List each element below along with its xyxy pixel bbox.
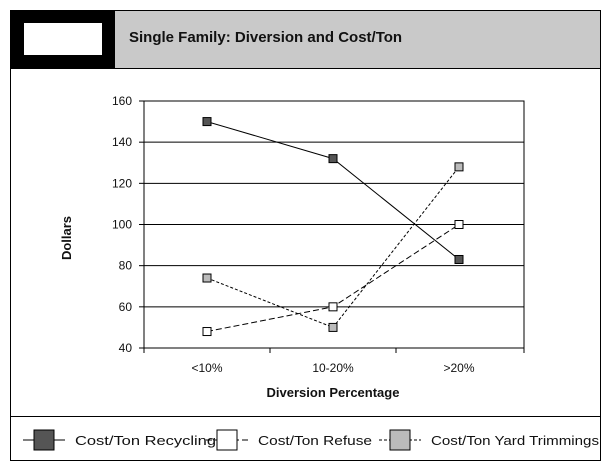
data-point bbox=[328, 154, 338, 164]
legend-swatch bbox=[389, 429, 411, 451]
data-point bbox=[328, 302, 338, 312]
y-tick-label: 40 bbox=[119, 341, 133, 355]
x-tick-label: <10% bbox=[191, 361, 222, 375]
legend-swatch bbox=[216, 429, 238, 451]
y-tick-label: 140 bbox=[112, 135, 132, 149]
legend-label: Cost/Ton Recycling bbox=[75, 434, 216, 448]
header-gray-band bbox=[115, 11, 600, 68]
data-point bbox=[328, 322, 338, 332]
x-axis-label: Diversion Percentage bbox=[267, 385, 400, 400]
y-tick-label: 120 bbox=[112, 176, 132, 190]
x-tick-label: >20% bbox=[443, 361, 474, 375]
y-tick-label: 160 bbox=[112, 94, 132, 108]
header-black-block bbox=[11, 11, 115, 68]
series-line bbox=[206, 224, 460, 333]
data-point bbox=[454, 254, 464, 264]
y-tick-label: 100 bbox=[112, 218, 132, 232]
data-point bbox=[202, 327, 212, 337]
chart-title: Single Family: Diversion and Cost/Ton bbox=[129, 29, 403, 46]
y-axis-label: Dollars bbox=[59, 216, 74, 260]
y-tick-label: 80 bbox=[119, 259, 133, 273]
legend-label: Cost/Ton Yard Trimmings bbox=[431, 434, 599, 448]
chart-header: Single Family: Diversion and Cost/Ton bbox=[11, 11, 600, 69]
legend-swatch bbox=[33, 429, 55, 451]
data-point bbox=[202, 273, 212, 283]
legend-bar bbox=[11, 416, 600, 461]
data-point bbox=[202, 117, 212, 127]
x-tick-label: 10-20% bbox=[312, 361, 354, 375]
y-tick-label: 60 bbox=[119, 300, 133, 314]
data-point bbox=[454, 220, 464, 229]
data-point bbox=[454, 162, 464, 172]
chart-frame: Single Family: Diversion and Cost/Ton bbox=[10, 10, 601, 461]
header-white-box bbox=[24, 23, 102, 55]
legend-label: Cost/Ton Refuse bbox=[258, 434, 372, 448]
